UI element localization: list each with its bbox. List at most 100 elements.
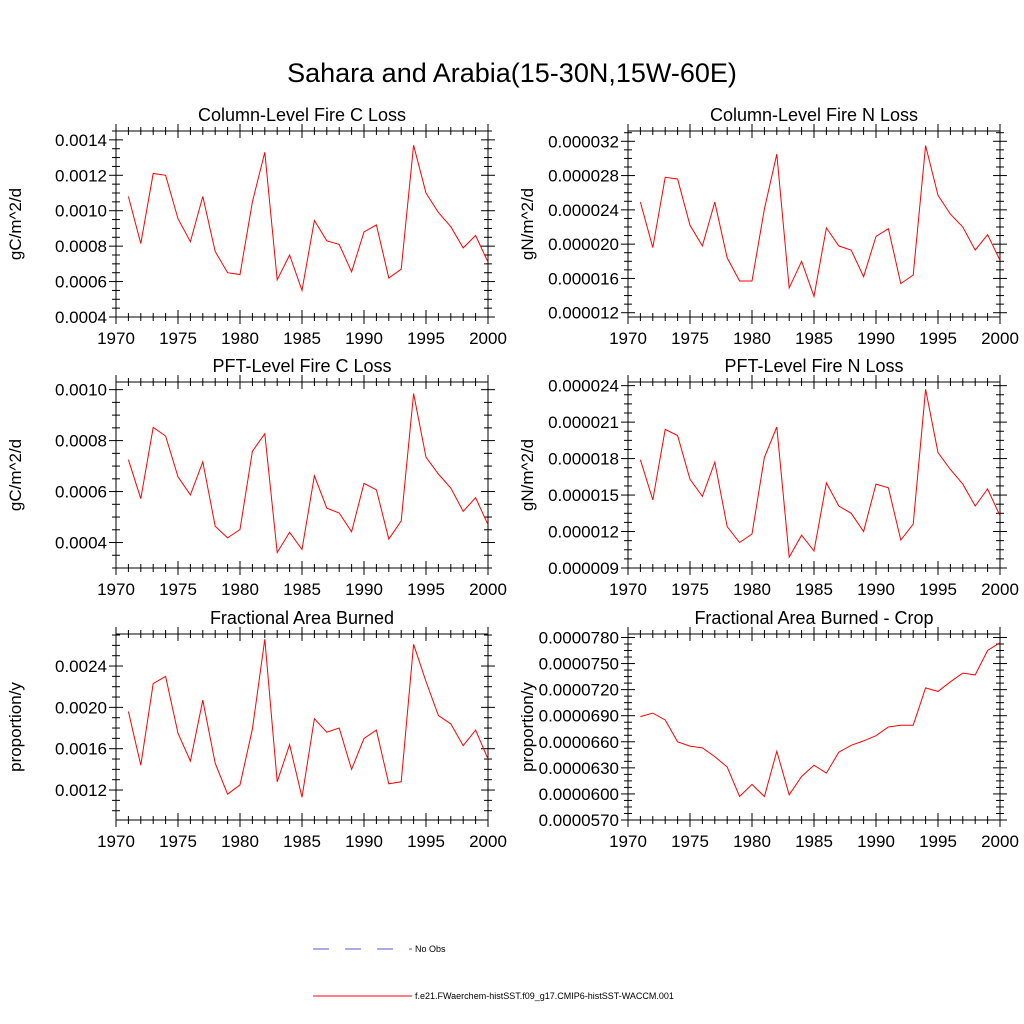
y-axis-label: gN/m^2/d xyxy=(518,188,537,260)
x-tick-label: 1970 xyxy=(97,329,135,348)
panel-title: Column-Level Fire C Loss xyxy=(198,105,406,125)
y-tick-label: 0.0000690 xyxy=(539,707,619,726)
y-tick-label: 0.0000720 xyxy=(539,681,619,700)
series-line-1 xyxy=(639,389,1001,559)
y-tick-label: 0.000020 xyxy=(548,235,619,254)
x-tick-label: 1980 xyxy=(221,329,259,348)
y-axis-label: gN/m^2/d xyxy=(518,439,537,511)
x-tick-label: 1995 xyxy=(407,832,445,851)
y-tick-label: 0.000032 xyxy=(548,132,619,151)
y-tick-label: 0.0008 xyxy=(55,237,107,256)
y-tick-label: 0.0008 xyxy=(55,432,107,451)
x-tick-label: 2000 xyxy=(469,832,507,851)
chart-panel-4: PFT-Level Fire N Loss 1970 1975 1980 1985 199… xyxy=(518,356,1019,599)
x-tick-label: 1985 xyxy=(795,329,833,348)
chart-panel-3: PFT-Level Fire C Loss 1970 1975 1980 1985 199… xyxy=(6,356,507,599)
x-tick-label: 1975 xyxy=(671,329,709,348)
x-tick-label: 1995 xyxy=(919,832,957,851)
y-tick-label: 0.000015 xyxy=(548,486,619,505)
x-tick-label: 1975 xyxy=(671,832,709,851)
x-tick-label: 1975 xyxy=(671,580,709,599)
y-tick-label: 0.0024 xyxy=(55,657,107,676)
x-tick-label: 1975 xyxy=(159,329,197,348)
panel-title: PFT-Level Fire C Loss xyxy=(212,356,391,376)
panel-title: Fractional Area Burned xyxy=(210,608,394,628)
panel-title: Column-Level Fire N Loss xyxy=(710,105,918,125)
x-tick-label: 1980 xyxy=(733,329,771,348)
y-tick-label: 0.0000750 xyxy=(539,655,619,674)
chart-panel-6: Fractional Area Burned - Crop 1970 1975 198… xyxy=(518,608,1019,851)
y-axis-label: gC/m^2/d xyxy=(6,439,25,511)
series-line-1 xyxy=(640,642,1001,798)
chart-panel-1: Column-Level Fire C Loss 1970 1975 1980 1985… xyxy=(6,105,507,348)
plot-frame xyxy=(115,633,489,821)
x-tick-label: 1990 xyxy=(857,329,895,348)
y-tick-label: 0.000009 xyxy=(548,559,619,578)
panel-title: Fractional Area Burned - Crop xyxy=(694,608,933,628)
x-tick-label: 1980 xyxy=(221,580,259,599)
x-tick-label: 1980 xyxy=(733,580,771,599)
x-tick-label: 2000 xyxy=(981,329,1019,348)
y-tick-label: 0.000024 xyxy=(548,201,619,220)
x-tick-label: 1990 xyxy=(857,832,895,851)
series-line-1 xyxy=(127,639,489,798)
x-tick-label: 1985 xyxy=(795,580,833,599)
y-tick-label: 0.0012 xyxy=(55,166,107,185)
x-tick-label: 1980 xyxy=(733,832,771,851)
y-axis-label: proportion/y xyxy=(518,682,537,772)
y-tick-label: 0.000024 xyxy=(548,377,619,396)
x-tick-label: 1970 xyxy=(609,832,647,851)
x-tick-label: 1985 xyxy=(283,580,321,599)
x-tick-label: 1990 xyxy=(345,329,383,348)
y-tick-label: 0.000018 xyxy=(548,450,619,469)
x-tick-label: 1975 xyxy=(159,580,197,599)
x-tick-label: 1990 xyxy=(345,580,383,599)
y-tick-label: 0.0000570 xyxy=(539,811,619,830)
y-tick-label: 0.0010 xyxy=(55,381,107,400)
page-title: Sahara and Arabia(15-30N,15W-60E) xyxy=(287,58,737,88)
x-tick-label: 1995 xyxy=(919,329,957,348)
x-tick-label: 1985 xyxy=(795,832,833,851)
panel-title: PFT-Level Fire N Loss xyxy=(724,356,903,376)
y-tick-label: 0.0006 xyxy=(55,483,107,502)
y-tick-label: 0.000016 xyxy=(548,269,619,288)
plot-frame xyxy=(115,381,489,569)
y-tick-label: 0.0012 xyxy=(55,781,107,800)
chart-panel-5: Fractional Area Burned 1970 1975 1980 1985 19… xyxy=(6,608,507,851)
y-tick-label: 0.0020 xyxy=(55,698,107,717)
plot-frame xyxy=(627,633,1001,821)
x-tick-label: 1990 xyxy=(857,580,895,599)
y-axis-label: gC/m^2/d xyxy=(6,188,25,260)
x-tick-label: 2000 xyxy=(981,832,1019,851)
y-tick-label: 0.0000600 xyxy=(539,785,619,804)
y-tick-label: 0.0000630 xyxy=(539,759,619,778)
y-tick-label: 0.0016 xyxy=(55,740,107,759)
x-tick-label: 1995 xyxy=(407,580,445,599)
y-tick-label: 0.0014 xyxy=(55,131,107,150)
y-tick-label: 0.0000780 xyxy=(539,628,619,647)
x-tick-label: 1970 xyxy=(97,580,135,599)
x-tick-label: 1970 xyxy=(97,832,135,851)
x-tick-label: 1975 xyxy=(159,832,197,851)
series-line-1 xyxy=(127,393,489,555)
y-tick-label: 0.0010 xyxy=(55,202,107,221)
y-axis-label: proportion/y xyxy=(6,682,25,772)
series-line-1 xyxy=(639,145,1001,299)
chart-panel-2: Column-Level Fire N Loss 1970 1975 1980 1985… xyxy=(518,105,1019,348)
x-tick-label: 1980 xyxy=(221,832,259,851)
y-tick-label: 0.0004 xyxy=(55,534,107,553)
y-tick-label: 0.0006 xyxy=(55,273,107,292)
y-tick-label: 0.0000660 xyxy=(539,733,619,752)
series-line-1 xyxy=(127,145,489,293)
x-tick-label: 2000 xyxy=(469,329,507,348)
plot-frame xyxy=(627,381,1001,569)
plot-frame xyxy=(627,130,1001,318)
y-tick-label: 0.0004 xyxy=(55,308,107,327)
x-tick-label: 1970 xyxy=(609,580,647,599)
x-tick-label: 2000 xyxy=(469,580,507,599)
x-tick-label: 1990 xyxy=(345,832,383,851)
x-tick-label: 1995 xyxy=(919,580,957,599)
x-tick-label: 1970 xyxy=(609,329,647,348)
x-tick-label: 1995 xyxy=(407,329,445,348)
